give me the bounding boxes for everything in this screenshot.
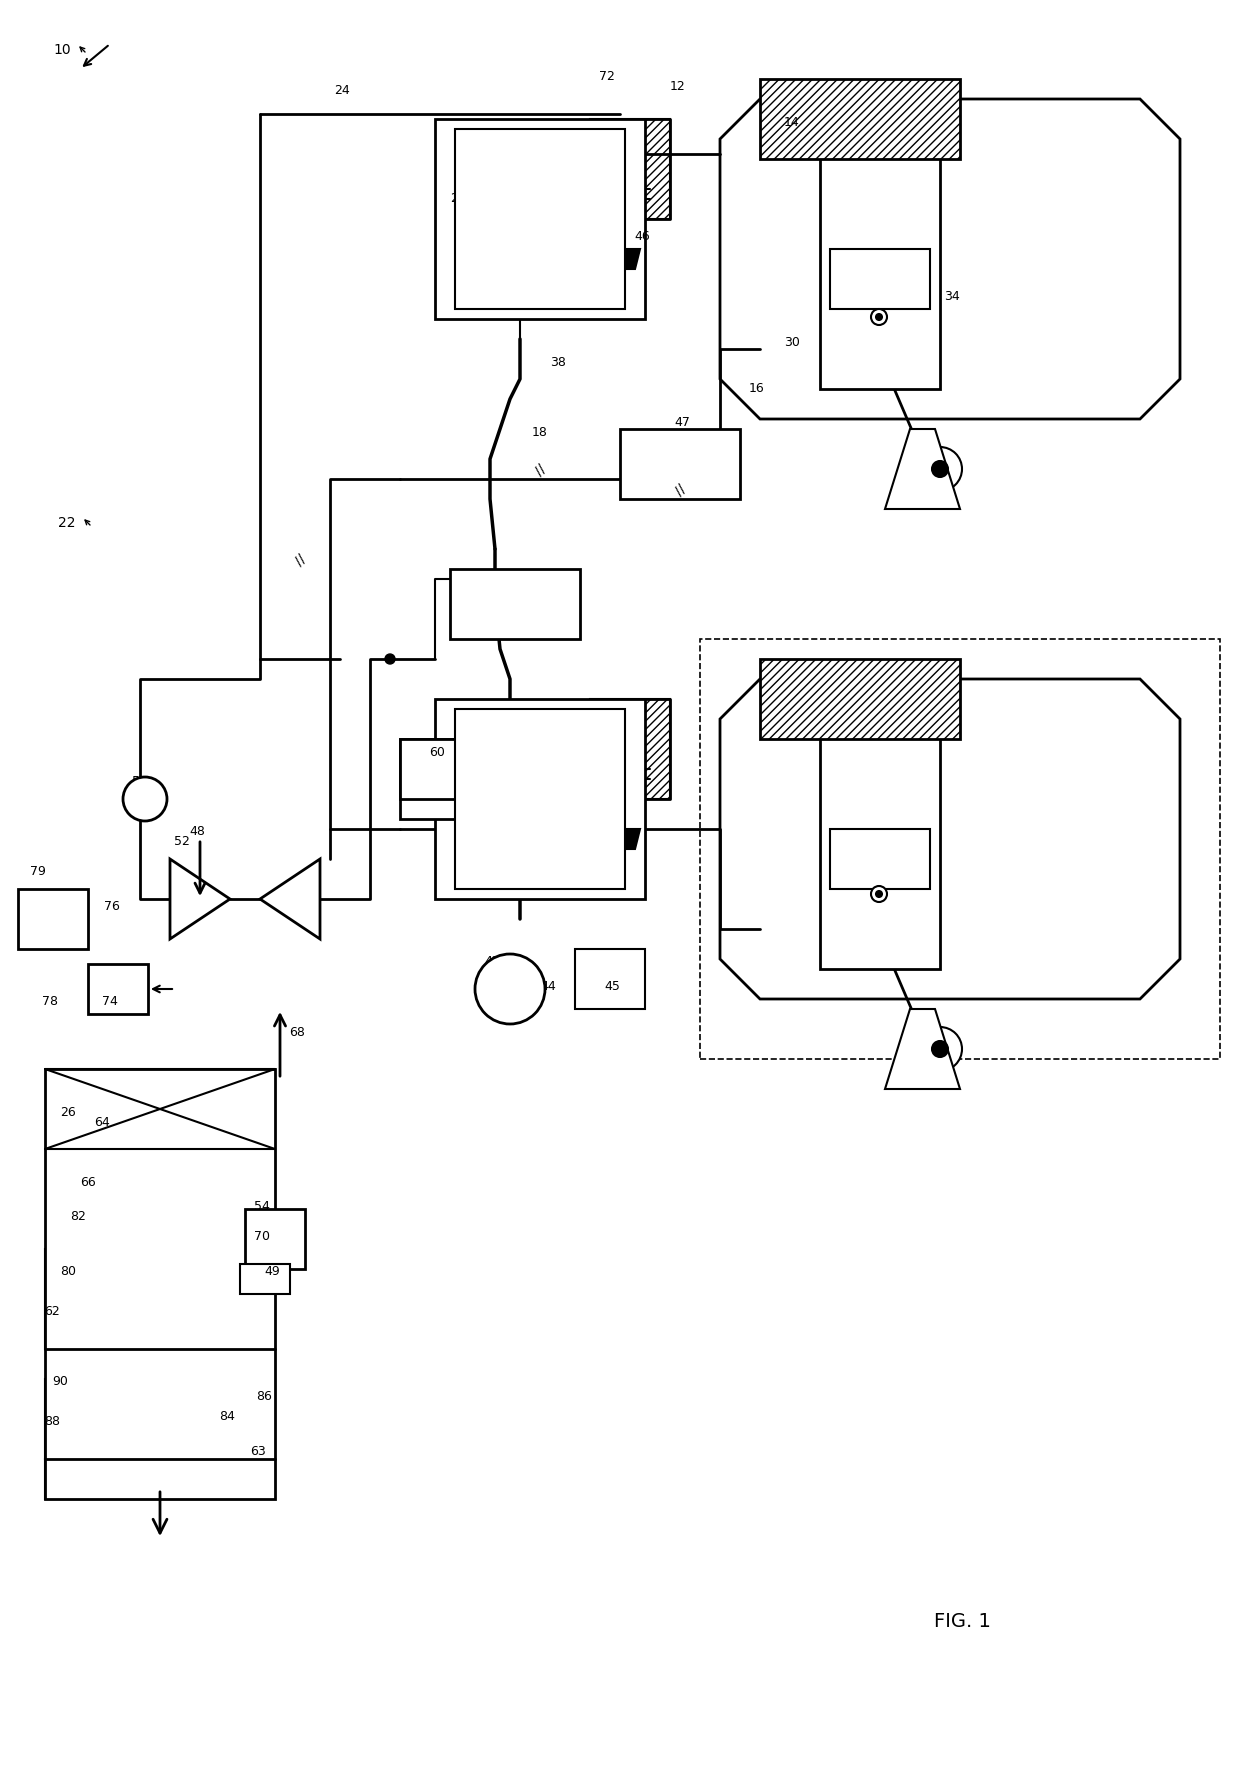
Bar xyxy=(45,1459,275,1499)
Text: FIG. 1: FIG. 1 xyxy=(934,1611,991,1631)
Text: //: // xyxy=(532,462,548,478)
Text: 38: 38 xyxy=(551,355,565,369)
Bar xyxy=(246,1210,305,1269)
Text: 52: 52 xyxy=(174,836,190,848)
Text: 28: 28 xyxy=(450,191,466,205)
Bar xyxy=(760,80,960,160)
Text: 40: 40 xyxy=(529,191,544,203)
Circle shape xyxy=(870,310,887,326)
Polygon shape xyxy=(720,679,1180,1000)
Text: 34: 34 xyxy=(944,290,960,303)
Bar xyxy=(590,700,670,800)
Bar xyxy=(401,740,490,800)
Text: 56: 56 xyxy=(463,740,477,754)
Bar xyxy=(435,119,645,319)
Text: 64: 64 xyxy=(94,1116,110,1128)
Text: 42: 42 xyxy=(484,955,500,968)
Text: //: // xyxy=(672,481,688,497)
Text: 70: 70 xyxy=(254,1230,270,1242)
Text: 63: 63 xyxy=(250,1445,265,1458)
Bar xyxy=(45,1379,275,1459)
Polygon shape xyxy=(620,249,640,269)
Text: 46: 46 xyxy=(634,230,650,244)
Text: 58: 58 xyxy=(131,775,148,788)
Text: 90: 90 xyxy=(52,1374,68,1388)
Text: 30: 30 xyxy=(784,335,800,347)
Bar xyxy=(455,130,625,310)
Circle shape xyxy=(123,777,167,822)
Bar xyxy=(45,1069,275,1499)
Bar xyxy=(88,964,148,1014)
Bar xyxy=(575,950,645,1009)
Text: 14: 14 xyxy=(784,116,800,128)
Text: 74: 74 xyxy=(102,994,118,1009)
Circle shape xyxy=(875,891,882,898)
Circle shape xyxy=(870,886,887,902)
Text: 60: 60 xyxy=(429,745,445,757)
Text: 62: 62 xyxy=(45,1304,60,1317)
Bar xyxy=(590,119,670,219)
Bar xyxy=(760,659,960,740)
Text: 20: 20 xyxy=(564,875,580,887)
Text: 26: 26 xyxy=(60,1105,76,1117)
Bar xyxy=(830,830,930,889)
Polygon shape xyxy=(885,1009,960,1089)
Bar xyxy=(435,700,645,900)
Text: 50: 50 xyxy=(525,795,539,807)
Text: 88: 88 xyxy=(43,1415,60,1427)
Bar xyxy=(241,1263,290,1294)
Circle shape xyxy=(475,955,546,1025)
Circle shape xyxy=(875,315,882,321)
Bar xyxy=(701,640,1220,1060)
Text: 47: 47 xyxy=(675,415,689,428)
Circle shape xyxy=(932,462,949,478)
Text: 18: 18 xyxy=(532,426,548,438)
Bar xyxy=(455,709,625,889)
Polygon shape xyxy=(720,100,1180,421)
Circle shape xyxy=(932,1041,949,1057)
Polygon shape xyxy=(260,859,320,939)
Text: 10: 10 xyxy=(53,43,71,57)
Text: 84: 84 xyxy=(219,1410,234,1422)
Text: 32: 32 xyxy=(864,290,880,303)
Text: 24: 24 xyxy=(334,84,350,96)
Bar xyxy=(620,429,740,499)
Polygon shape xyxy=(885,429,960,510)
Text: 80: 80 xyxy=(60,1265,76,1278)
Text: //: // xyxy=(532,741,548,757)
Text: 86: 86 xyxy=(257,1390,272,1402)
Bar xyxy=(830,249,930,310)
Text: 22: 22 xyxy=(58,515,76,529)
Text: 44: 44 xyxy=(541,980,556,993)
Text: 49: 49 xyxy=(264,1265,280,1278)
Circle shape xyxy=(384,654,396,665)
Text: 16: 16 xyxy=(749,381,765,394)
Bar xyxy=(820,700,940,969)
Text: 72: 72 xyxy=(599,71,615,84)
Circle shape xyxy=(918,447,962,492)
Text: //: // xyxy=(291,551,309,568)
Text: 68: 68 xyxy=(289,1025,305,1037)
Text: 79: 79 xyxy=(30,864,46,879)
Bar xyxy=(45,1249,275,1349)
Polygon shape xyxy=(620,830,640,850)
Text: 48: 48 xyxy=(188,825,205,838)
Text: 76: 76 xyxy=(104,900,120,912)
Text: 78: 78 xyxy=(42,994,58,1009)
Bar xyxy=(19,889,88,950)
Text: 12: 12 xyxy=(670,80,686,93)
Polygon shape xyxy=(170,859,229,939)
Bar xyxy=(450,570,580,640)
Text: 66: 66 xyxy=(81,1174,95,1189)
Bar xyxy=(401,740,490,820)
Bar xyxy=(435,119,645,319)
Bar xyxy=(820,119,940,390)
Bar xyxy=(435,700,645,900)
Text: 82: 82 xyxy=(71,1210,86,1222)
Text: 54: 54 xyxy=(254,1199,270,1214)
Circle shape xyxy=(918,1028,962,1071)
Text: 45: 45 xyxy=(604,980,620,993)
Text: 36: 36 xyxy=(489,160,505,173)
